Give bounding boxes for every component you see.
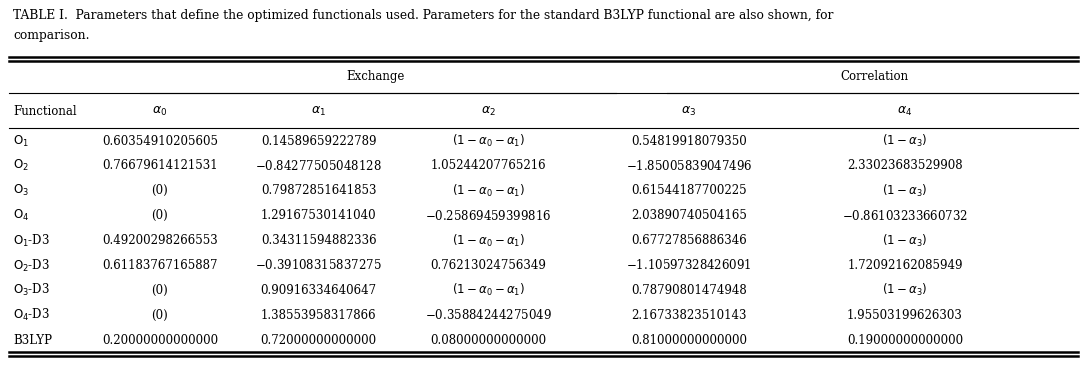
Text: $\alpha_2$: $\alpha_2$: [481, 105, 496, 118]
Text: 1.95503199626303: 1.95503199626303: [847, 309, 963, 322]
Text: $\alpha_0$: $\alpha_0$: [152, 105, 167, 118]
Text: 0.60354910205605: 0.60354910205605: [102, 135, 218, 147]
Text: $(1 - \alpha_3)$: $(1 - \alpha_3)$: [882, 232, 928, 249]
Text: 0.78790801474948: 0.78790801474948: [631, 284, 747, 297]
Text: $(1 - \alpha_0 - \alpha_1)$: $(1 - \alpha_0 - \alpha_1)$: [451, 282, 525, 298]
Text: 0.49200298266553: 0.49200298266553: [102, 234, 218, 247]
Text: 0.79872851641853: 0.79872851641853: [261, 184, 376, 197]
Text: 1.72092162085949: 1.72092162085949: [848, 259, 962, 272]
Text: 0.61544187700225: 0.61544187700225: [631, 184, 747, 197]
Text: $\mathrm{O_2}$: $\mathrm{O_2}$: [13, 158, 29, 173]
Text: 0.76679614121531: 0.76679614121531: [102, 160, 218, 172]
Text: 0.90916334640647: 0.90916334640647: [260, 284, 377, 297]
Text: $-$0.86103233660732: $-$0.86103233660732: [842, 209, 968, 223]
Text: $(1 - \alpha_0 - \alpha_1)$: $(1 - \alpha_0 - \alpha_1)$: [451, 232, 525, 249]
Text: 2.03890740504165: 2.03890740504165: [631, 209, 747, 222]
Text: $\mathrm{O_1}$: $\mathrm{O_1}$: [13, 134, 29, 149]
Text: $\alpha_3$: $\alpha_3$: [681, 105, 697, 118]
Text: 0.67727856886346: 0.67727856886346: [631, 234, 747, 247]
Text: $\alpha_1$: $\alpha_1$: [311, 105, 326, 118]
Text: 0.14589659222789: 0.14589659222789: [261, 135, 376, 147]
Text: $(1 - \alpha_0 - \alpha_1)$: $(1 - \alpha_0 - \alpha_1)$: [451, 133, 525, 149]
Text: (0): (0): [151, 184, 168, 197]
Text: Exchange: Exchange: [347, 70, 405, 83]
Text: 0.76213024756349: 0.76213024756349: [430, 259, 546, 272]
Text: 0.54819918079350: 0.54819918079350: [631, 135, 747, 147]
Text: (0): (0): [151, 209, 168, 222]
Text: 2.33023683529908: 2.33023683529908: [847, 160, 963, 172]
Text: $(1 - \alpha_3)$: $(1 - \alpha_3)$: [882, 133, 928, 149]
Text: $\mathrm{O_3}$-D3: $\mathrm{O_3}$-D3: [13, 282, 50, 298]
Text: $-$0.35884244275049: $-$0.35884244275049: [424, 308, 552, 322]
Text: 2.16733823510143: 2.16733823510143: [632, 309, 746, 322]
Text: 0.20000000000000: 0.20000000000000: [102, 334, 218, 347]
Text: $\mathrm{O_3}$: $\mathrm{O_3}$: [13, 183, 29, 198]
Text: $\alpha_4$: $\alpha_4$: [897, 105, 913, 118]
Text: $\mathrm{O_1}$-D3: $\mathrm{O_1}$-D3: [13, 232, 50, 249]
Text: (0): (0): [151, 284, 168, 297]
Text: Functional: Functional: [13, 105, 77, 118]
Text: 0.19000000000000: 0.19000000000000: [847, 334, 963, 347]
Text: 1.05244207765216: 1.05244207765216: [430, 160, 546, 172]
Text: $-$1.10597328426091: $-$1.10597328426091: [626, 258, 752, 272]
Text: $-$1.85005839047496: $-$1.85005839047496: [625, 159, 753, 173]
Text: 0.34311594882336: 0.34311594882336: [260, 234, 377, 247]
Text: 1.29167530141040: 1.29167530141040: [260, 209, 377, 222]
Text: 1.38553958317866: 1.38553958317866: [260, 309, 377, 322]
Text: $(1 - \alpha_3)$: $(1 - \alpha_3)$: [882, 183, 928, 199]
Text: (0): (0): [151, 309, 168, 322]
Text: 0.08000000000000: 0.08000000000000: [430, 334, 546, 347]
Text: $(1 - \alpha_0 - \alpha_1)$: $(1 - \alpha_0 - \alpha_1)$: [451, 183, 525, 199]
Text: $-$0.39108315837275: $-$0.39108315837275: [255, 258, 382, 272]
Text: B3LYP: B3LYP: [13, 334, 52, 347]
Text: TABLE I.  Parameters that define the optimized functionals used. Parameters for : TABLE I. Parameters that define the opti…: [13, 9, 834, 22]
Text: $-$0.84277505048128: $-$0.84277505048128: [255, 159, 382, 173]
Text: 0.61183767165887: 0.61183767165887: [103, 259, 217, 272]
Text: $\mathrm{O_4}$-D3: $\mathrm{O_4}$-D3: [13, 307, 50, 323]
Text: Correlation: Correlation: [840, 70, 909, 83]
Text: $\mathrm{O_2}$-D3: $\mathrm{O_2}$-D3: [13, 257, 50, 273]
Text: $-$0.25869459399816: $-$0.25869459399816: [426, 209, 551, 223]
Text: 0.81000000000000: 0.81000000000000: [631, 334, 747, 347]
Text: $\mathrm{O_4}$: $\mathrm{O_4}$: [13, 208, 29, 223]
Text: comparison.: comparison.: [13, 29, 90, 42]
Text: 0.72000000000000: 0.72000000000000: [260, 334, 377, 347]
Text: $(1 - \alpha_3)$: $(1 - \alpha_3)$: [882, 282, 928, 298]
